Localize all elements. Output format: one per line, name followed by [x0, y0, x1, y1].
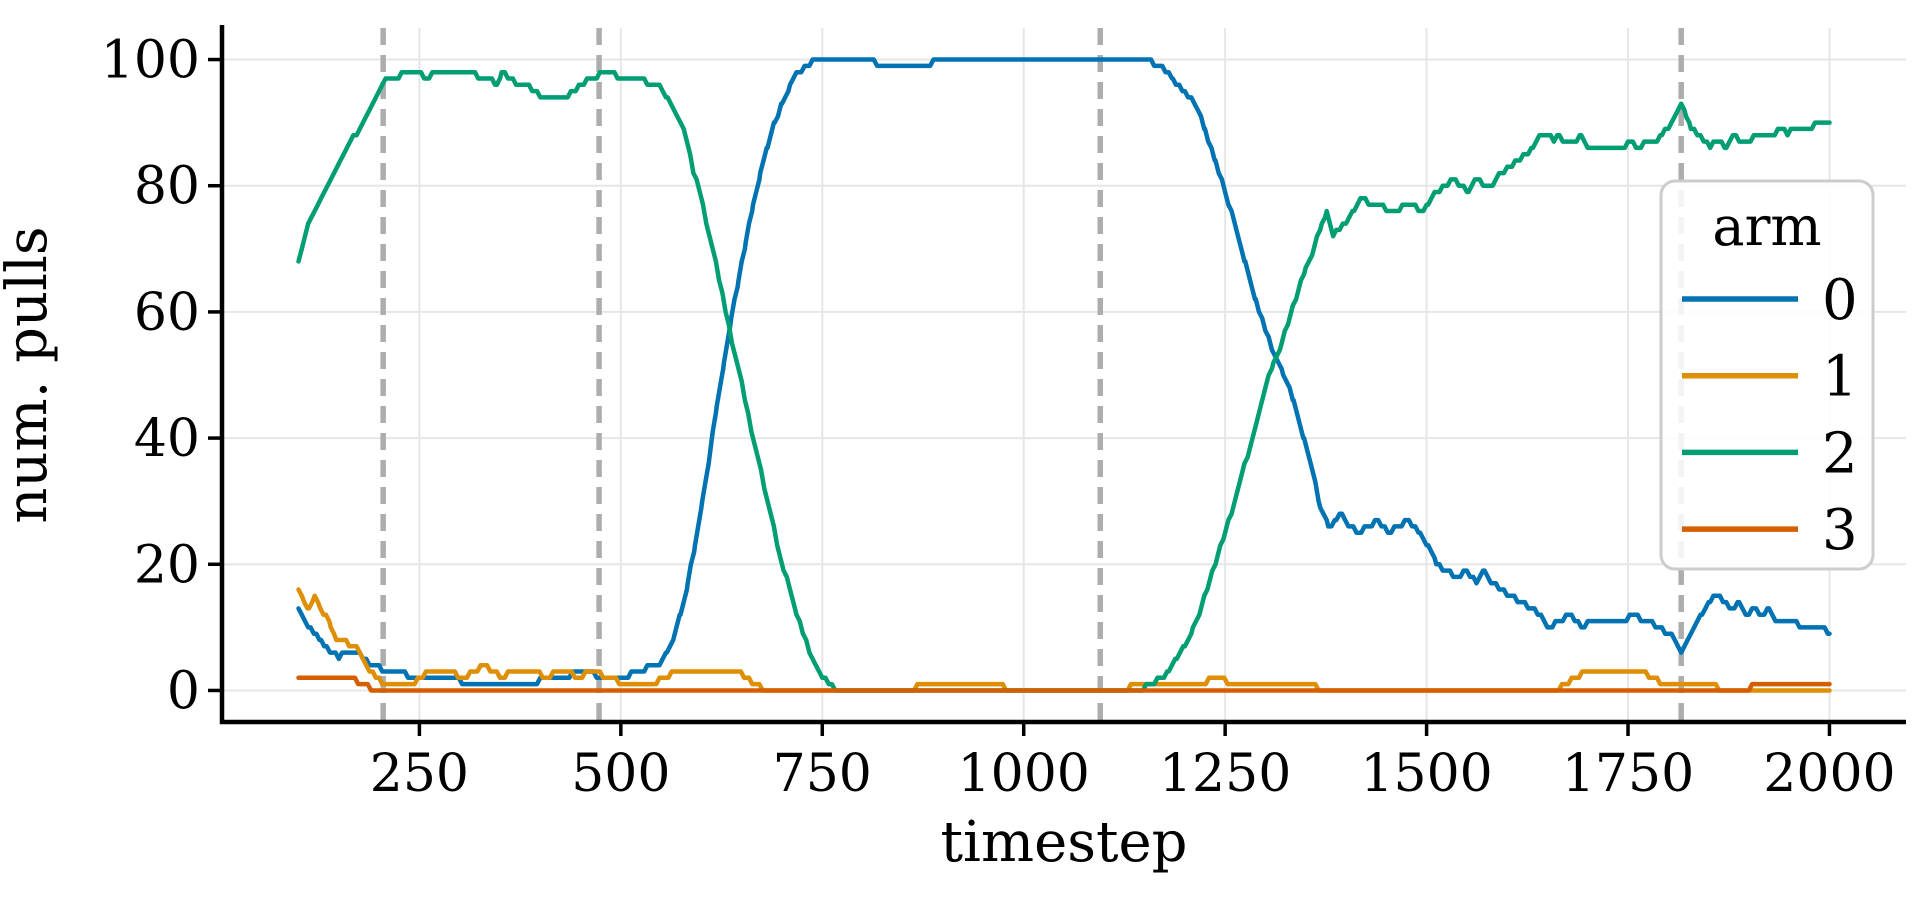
y-axis-label: num. pulls	[0, 226, 60, 523]
y-tick-label: 0	[167, 661, 200, 721]
x-tick-label: 1000	[958, 744, 1090, 804]
series-line-arm-3	[296, 675, 1832, 693]
changepoint-layer	[380, 28, 1684, 722]
x-tick-label: 500	[571, 744, 670, 804]
grid-layer	[222, 28, 1906, 722]
y-tick-label: 80	[134, 157, 200, 217]
x-tick-label: 250	[370, 744, 469, 804]
legend-title: arm	[1712, 195, 1821, 258]
x-tick-label: 750	[773, 744, 872, 804]
x-tick-label: 1250	[1159, 744, 1291, 804]
x-tick-label: 1750	[1562, 744, 1694, 804]
legend-entry-label-arm-1: 1	[1822, 345, 1858, 410]
x-axis-label: timestep	[941, 810, 1188, 875]
series-line-arm-2	[296, 69, 1832, 693]
y-tick-label: 60	[134, 283, 200, 343]
y-tick-label: 20	[134, 535, 200, 595]
y-tick-label: 40	[134, 409, 200, 469]
legend-entry-label-arm-2: 2	[1822, 421, 1858, 486]
series-line-arm-0	[296, 57, 1832, 687]
legend-entry-label-arm-0: 0	[1822, 268, 1858, 333]
x-tick-label: 2000	[1763, 744, 1895, 804]
tick-layer: 250 500 750 1000 1250 1500 1750 200002040608010…	[101, 31, 1896, 804]
series-layer	[296, 57, 1832, 693]
y-tick-label: 100	[101, 31, 200, 91]
legend-entry-label-arm-3: 3	[1822, 498, 1858, 563]
x-tick-label: 1500	[1360, 744, 1492, 804]
series-line-arm-1	[296, 587, 1832, 693]
